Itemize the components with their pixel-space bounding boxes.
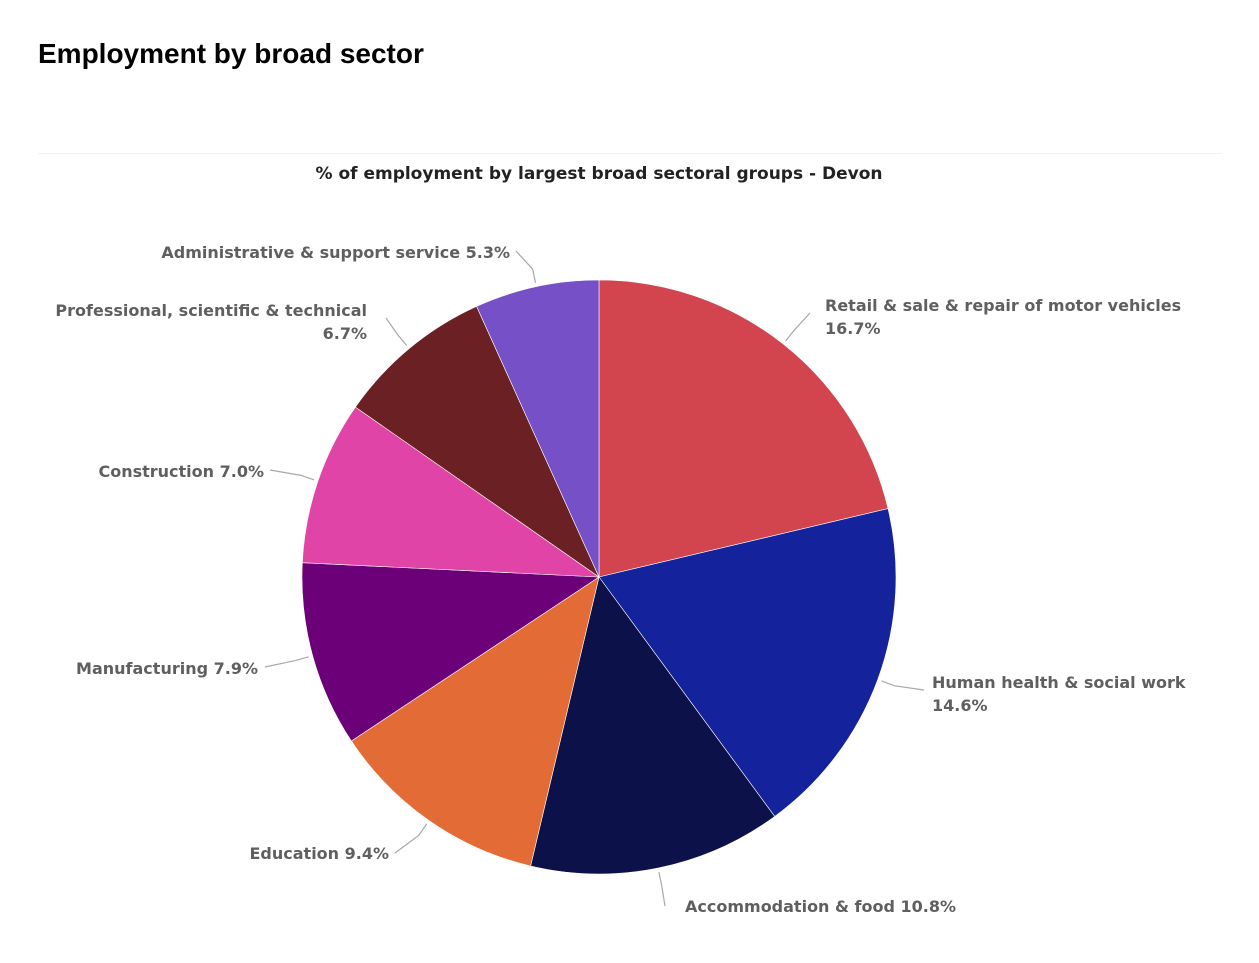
pie-slice	[598, 508, 897, 817]
leader-line	[785, 312, 811, 342]
leader-line	[394, 823, 428, 854]
leader-lines	[264, 250, 925, 907]
pie-slice	[350, 576, 600, 867]
slice-label: Professional, scientific & technical 6.7%	[55, 301, 367, 343]
divider	[38, 153, 1222, 154]
page-title: Employment by broad sector	[38, 38, 424, 69]
pie-slice	[476, 279, 600, 578]
slice-label: Administrative & support service 5.3%	[161, 243, 510, 262]
pie-slices	[301, 279, 897, 875]
leader-line	[269, 469, 315, 481]
slice-label-value: 14.6%	[932, 696, 988, 715]
slice-label-value: 6.7%	[323, 324, 367, 343]
slice-label-name: Professional, scientific & technical	[55, 301, 367, 320]
slice-label: Retail & sale & repair of motor vehicles…	[825, 296, 1181, 338]
slice-label: Human health & social work 14.6%	[932, 673, 1186, 715]
pie-slice	[530, 576, 776, 875]
pie-slice	[354, 305, 600, 578]
slice-label: Accommodation & food 10.8%	[685, 897, 956, 916]
pie-slice	[598, 279, 889, 578]
pie-slice	[302, 406, 601, 578]
slice-label-value: 16.7%	[825, 319, 881, 338]
slice-label: Manufacturing 7.9%	[76, 659, 258, 678]
slice-label: Education 9.4%	[249, 844, 389, 863]
leader-line	[385, 317, 408, 346]
leader-line	[515, 250, 537, 283]
leader-line	[881, 680, 925, 691]
slice-label: Construction 7.0%	[98, 462, 264, 481]
slice-label-name: Retail & sale & repair of motor vehicles	[825, 296, 1181, 315]
chart-title: % of employment by largest broad sectora…	[316, 164, 883, 184]
slice-label-name: Human health & social work	[932, 673, 1186, 692]
slice-labels: Retail & sale & repair of motor vehicles…	[55, 243, 1185, 916]
leader-line	[264, 656, 309, 668]
pie-slice	[301, 562, 600, 742]
leader-line	[658, 871, 666, 907]
